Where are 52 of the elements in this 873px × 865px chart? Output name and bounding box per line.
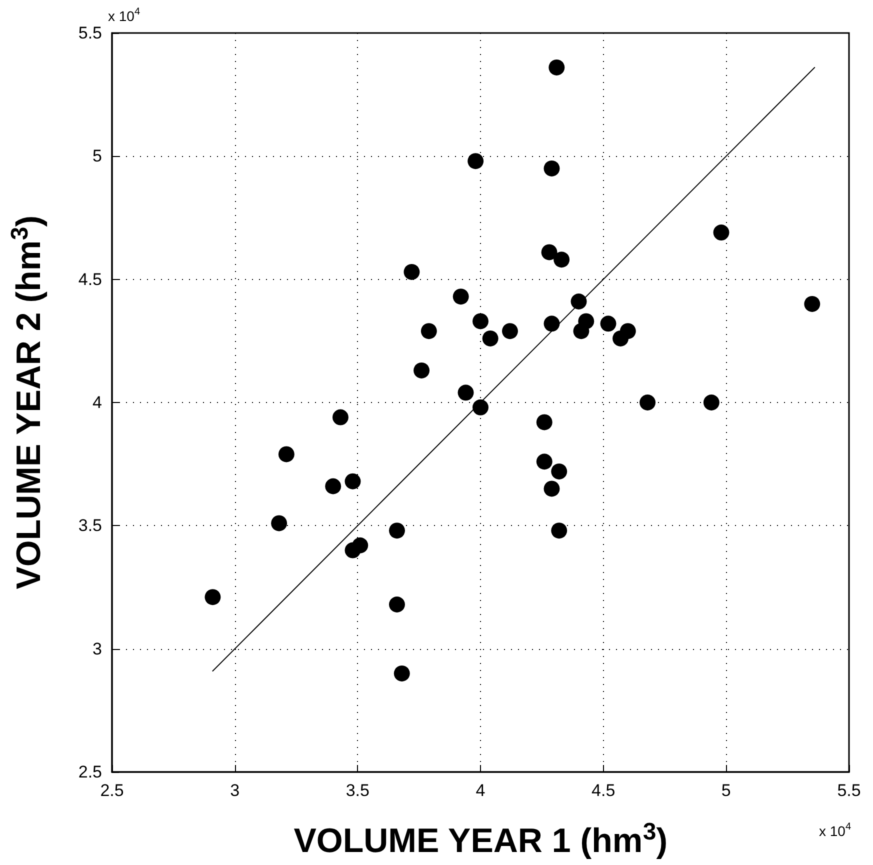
point [404,264,420,280]
point [541,244,558,260]
point [502,323,518,340]
y-tick-label: 4.5 [78,270,102,289]
point [204,589,221,606]
y-tick-label: 5.5 [78,24,102,42]
point [278,446,294,462]
point [570,294,587,310]
point [414,362,430,378]
point [640,394,656,410]
point [482,330,498,346]
point [452,288,469,305]
point [388,522,405,539]
x-tick-label: 3.5 [346,781,370,800]
point [352,537,368,554]
point [551,463,568,480]
point [536,454,552,470]
point [620,323,636,340]
point [544,316,560,332]
x-tick-label: 5.5 [837,781,861,800]
point [468,153,484,170]
x-tick-label: 5 [721,781,731,800]
x-tick-label: 4 [476,781,486,800]
point [271,515,288,532]
point [332,409,348,426]
point [458,384,474,401]
point [420,323,437,340]
point [600,316,616,332]
point [713,224,730,241]
y-tick-label: 2.5 [78,762,102,782]
point [536,414,552,430]
point [551,522,568,539]
point [578,313,594,330]
point [344,473,361,490]
y-axis-title: VOLUME YEAR 2 (hm3) [6,215,48,590]
point [472,313,488,330]
y-tick-label: 3 [92,639,102,658]
point [325,478,342,494]
point [544,480,560,497]
point [703,394,720,410]
point [544,160,560,176]
y-tick-label: 3.5 [78,516,102,536]
point [804,296,820,312]
point [394,665,410,682]
point [472,399,488,416]
x-tick-label: 4.5 [592,781,616,800]
y-tick-label: 5 [92,146,102,166]
point [548,59,565,76]
point [388,596,405,612]
y-tick-label: 4 [92,393,102,412]
x-tick-label: 3 [230,781,240,800]
point [554,252,570,268]
